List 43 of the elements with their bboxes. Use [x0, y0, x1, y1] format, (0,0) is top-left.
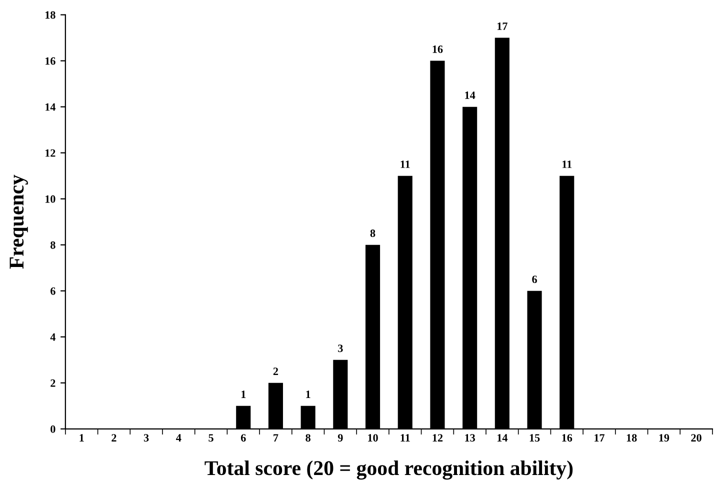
y-tick-label: 10 — [45, 195, 56, 203]
x-tick-label: 1 — [80, 434, 84, 442]
x-tick-label: 11 — [400, 434, 410, 442]
x-tick-label: 16 — [562, 434, 572, 442]
data-label: 11 — [400, 160, 410, 168]
x-tick-label: 17 — [594, 434, 605, 442]
x-tick-label: 18 — [626, 434, 637, 442]
x-tick-label: 8 — [306, 434, 310, 442]
x-tick-label: 19 — [659, 434, 670, 442]
x-tick-label: 9 — [338, 434, 343, 442]
data-label: 1 — [241, 390, 246, 398]
y-axis-title: Frequency — [10, 174, 28, 269]
data-label: 3 — [338, 344, 343, 352]
data-label: 1 — [306, 390, 310, 398]
y-tick-label: 0 — [50, 425, 56, 433]
x-tick-label: 4 — [176, 434, 182, 442]
y-tick-label: 18 — [45, 11, 56, 19]
data-label: 16 — [432, 46, 443, 53]
y-tick-label: 2 — [50, 379, 56, 387]
x-tick-label: 3 — [144, 434, 149, 442]
data-label: 2 — [273, 368, 278, 375]
data-label: 17 — [498, 22, 508, 30]
x-tick-label: 7 — [274, 434, 278, 442]
data-label: 8 — [370, 230, 376, 238]
x-tick-label: 20 — [691, 434, 702, 442]
y-tick-label: 16 — [45, 57, 56, 65]
x-tick-label: 15 — [530, 434, 540, 442]
x-tick-label: 13 — [465, 434, 475, 442]
x-axis-title: Total score (20 = good recognition ability) — [204, 460, 573, 480]
y-tick-label: 4 — [50, 333, 56, 341]
y-tick-label: 6 — [50, 287, 56, 295]
x-tick-label: 12 — [432, 434, 443, 442]
data-label: 11 — [562, 160, 572, 168]
y-tick-label: 8 — [50, 241, 56, 249]
data-label: 6 — [532, 276, 537, 284]
x-tick-label: 5 — [208, 434, 214, 442]
data-label: 14 — [465, 92, 476, 99]
x-tick-label: 14 — [498, 434, 508, 442]
x-tick-label: 6 — [240, 434, 246, 442]
y-tick-label: 14 — [45, 103, 56, 111]
y-tick-label: 12 — [45, 149, 56, 157]
x-tick-label: 2 — [112, 434, 116, 442]
x-tick-label: 10 — [368, 434, 378, 442]
